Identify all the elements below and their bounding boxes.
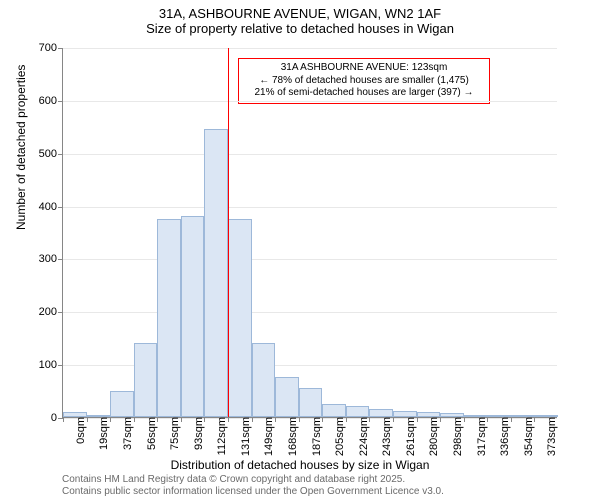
x-tick-label: 93sqm — [187, 417, 205, 450]
annotation-line2: 21% of semi-detached houses are larger (… — [245, 87, 483, 100]
x-tick-label: 336sqm — [493, 417, 511, 456]
x-tick-label: 261sqm — [399, 417, 417, 456]
x-axis-title: Distribution of detached houses by size … — [0, 458, 600, 472]
footer-line2: Contains public sector information licen… — [62, 486, 444, 498]
title-line2: Size of property relative to detached ho… — [0, 21, 600, 36]
title-line1: 31A, ASHBOURNE AVENUE, WIGAN, WN2 1AF — [0, 6, 600, 21]
bar — [228, 219, 252, 417]
x-tick-label: 317sqm — [470, 417, 488, 456]
bar — [299, 388, 323, 417]
gridline — [63, 154, 557, 155]
plot-area: 31A ASHBOURNE AVENUE: 123sqm ← 78% of de… — [62, 48, 557, 418]
x-tick-label: 298sqm — [446, 417, 464, 456]
x-tick-mark — [134, 417, 135, 422]
x-tick-mark — [440, 417, 441, 422]
y-tick-label: 200 — [39, 306, 63, 318]
x-tick-label: 75sqm — [163, 417, 181, 450]
y-axis-title: Number of detached properties — [14, 65, 28, 230]
footer-line1: Contains HM Land Registry data © Crown c… — [62, 474, 444, 486]
bar — [369, 409, 393, 417]
bar — [157, 219, 181, 417]
gridline — [63, 312, 557, 313]
x-tick-label: 0sqm — [69, 417, 87, 444]
x-tick-label: 187sqm — [305, 417, 323, 456]
x-tick-label: 224sqm — [352, 417, 370, 456]
bar — [110, 391, 134, 417]
x-tick-mark — [63, 417, 64, 422]
x-tick-label: 131sqm — [234, 417, 252, 456]
y-tick-label: 500 — [39, 148, 63, 160]
x-tick-label: 205sqm — [328, 417, 346, 456]
x-tick-mark — [322, 417, 323, 422]
x-tick-mark — [228, 417, 229, 422]
y-tick-label: 600 — [39, 95, 63, 107]
x-tick-mark — [487, 417, 488, 422]
x-tick-label: 112sqm — [210, 417, 228, 455]
x-tick-label: 354sqm — [517, 417, 535, 456]
x-tick-mark — [393, 417, 394, 422]
y-tick-label: 100 — [39, 359, 63, 371]
x-tick-label: 280sqm — [422, 417, 440, 456]
bar — [346, 406, 370, 417]
x-tick-label: 373sqm — [540, 417, 558, 456]
x-tick-mark — [157, 417, 158, 422]
y-tick-label: 700 — [39, 42, 63, 54]
bar — [322, 404, 346, 417]
x-tick-mark — [346, 417, 347, 422]
bar — [134, 343, 158, 417]
bar — [252, 343, 276, 417]
x-tick-label: 56sqm — [140, 417, 158, 450]
x-tick-label: 19sqm — [92, 417, 110, 450]
gridline — [63, 48, 557, 49]
y-tick-label: 400 — [39, 201, 63, 213]
x-tick-mark — [252, 417, 253, 422]
x-tick-mark — [464, 417, 465, 422]
x-tick-mark — [299, 417, 300, 422]
gridline — [63, 207, 557, 208]
title-block: 31A, ASHBOURNE AVENUE, WIGAN, WN2 1AF Si… — [0, 0, 600, 36]
x-tick-mark — [110, 417, 111, 422]
x-tick-mark — [417, 417, 418, 422]
x-tick-mark — [181, 417, 182, 422]
gridline — [63, 259, 557, 260]
y-tick-label: 300 — [39, 253, 63, 265]
bar — [275, 377, 299, 417]
x-tick-label: 37sqm — [116, 417, 134, 450]
marker-line — [228, 48, 229, 417]
x-tick-label: 243sqm — [375, 417, 393, 456]
bar — [181, 216, 205, 417]
chart-container: 31A, ASHBOURNE AVENUE, WIGAN, WN2 1AF Si… — [0, 0, 600, 500]
bar — [204, 129, 228, 417]
x-tick-mark — [275, 417, 276, 422]
annotation-header: 31A ASHBOURNE AVENUE: 123sqm — [245, 62, 483, 75]
x-tick-mark — [204, 417, 205, 422]
footer: Contains HM Land Registry data © Crown c… — [62, 474, 444, 498]
x-tick-mark — [534, 417, 535, 422]
x-tick-mark — [369, 417, 370, 422]
annotation-box: 31A ASHBOURNE AVENUE: 123sqm ← 78% of de… — [238, 58, 490, 104]
x-tick-label: 149sqm — [257, 417, 275, 456]
x-tick-mark — [511, 417, 512, 422]
x-tick-mark — [87, 417, 88, 422]
annotation-line1: ← 78% of detached houses are smaller (1,… — [245, 75, 483, 88]
gridline — [63, 101, 557, 102]
x-tick-label: 168sqm — [281, 417, 299, 456]
y-tick-label: 0 — [51, 412, 63, 424]
